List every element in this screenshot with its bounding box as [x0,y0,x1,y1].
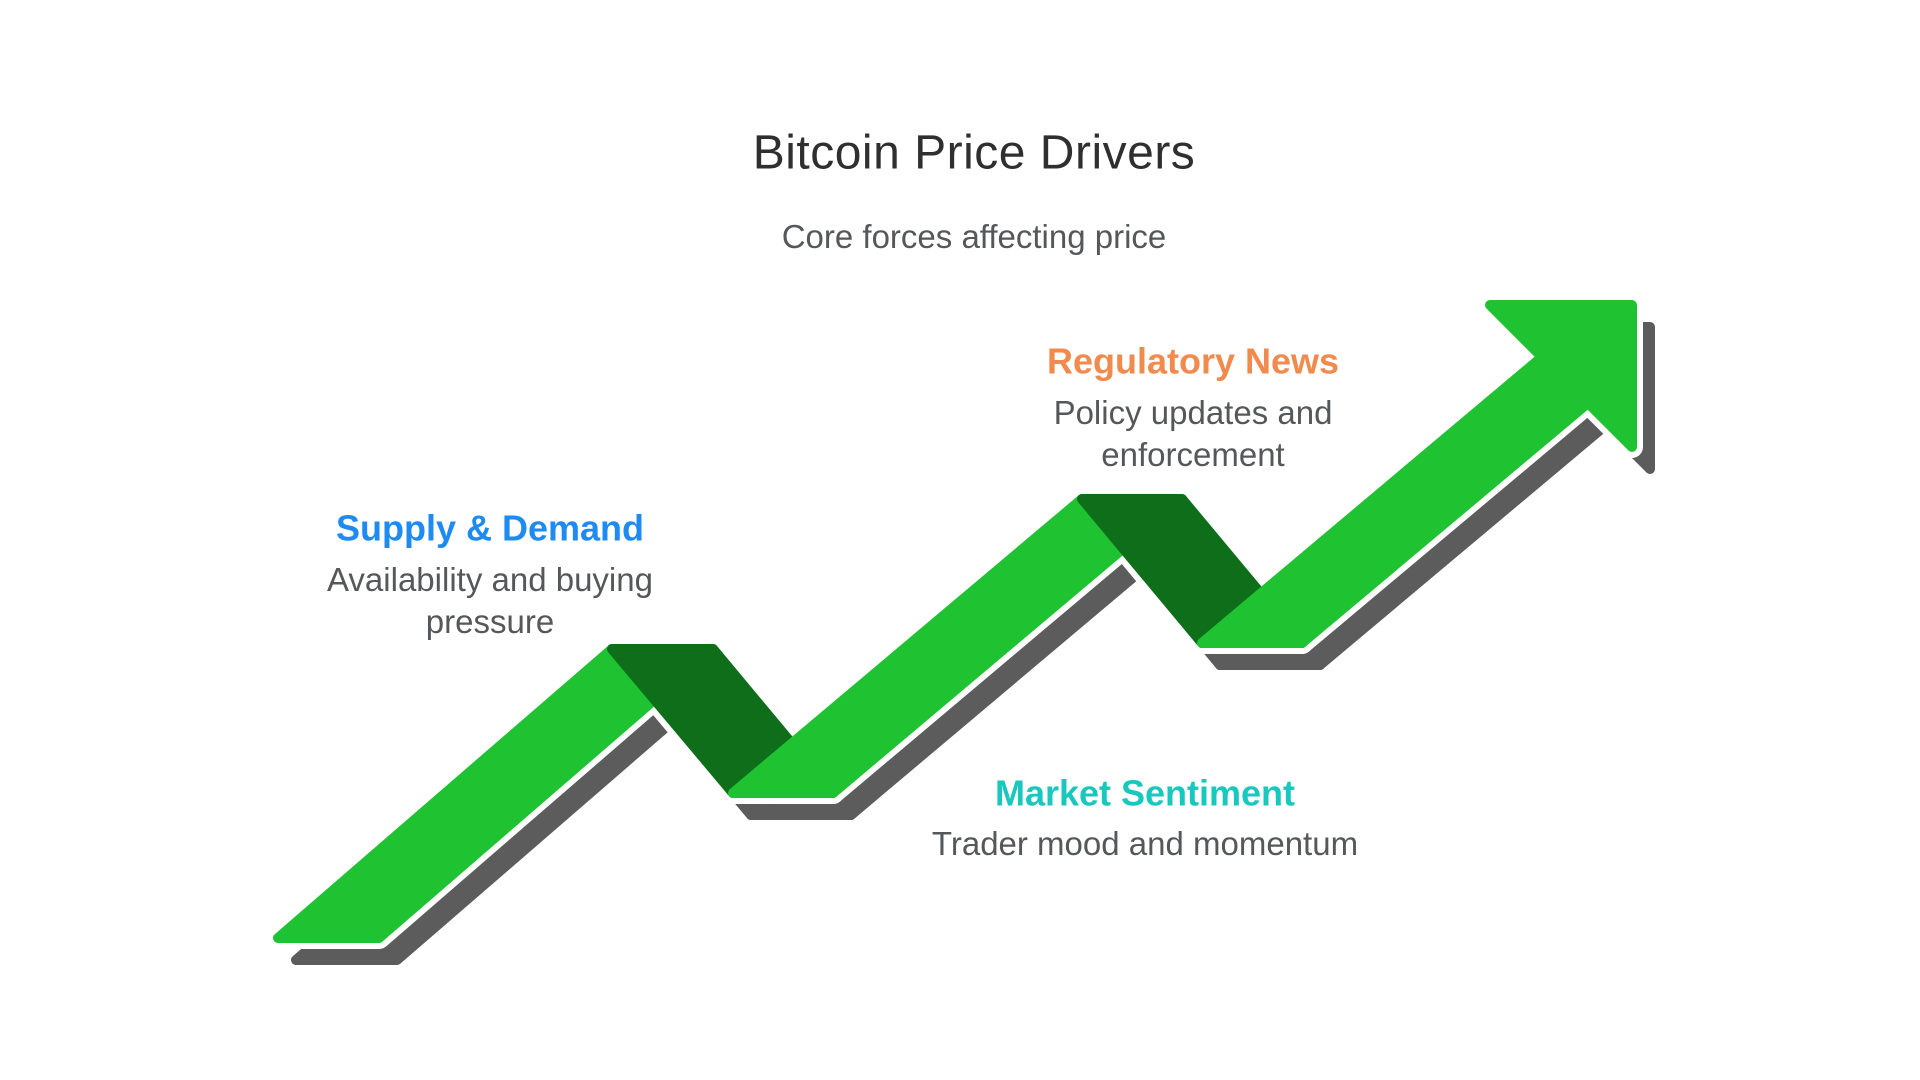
driver-desc-regulatory-news: Policy updates and enforcement [1053,394,1333,473]
driver-name-regulatory-news: Regulatory News [1046,340,1340,382]
arrow-ribbon [273,300,1637,943]
page-subtitle: Core forces affecting price [781,218,1167,255]
driver-desc-market-sentiment: Trader mood and momentum [931,825,1359,862]
driver-name-supply-demand: Supply & Demand [335,507,645,549]
driver-name-market-sentiment: Market Sentiment [994,772,1296,814]
driver-desc-supply-demand: Availability and buying pressure [327,561,653,640]
arrow-head-segment [1197,300,1637,648]
page-title: Bitcoin Price Drivers [752,126,1196,180]
